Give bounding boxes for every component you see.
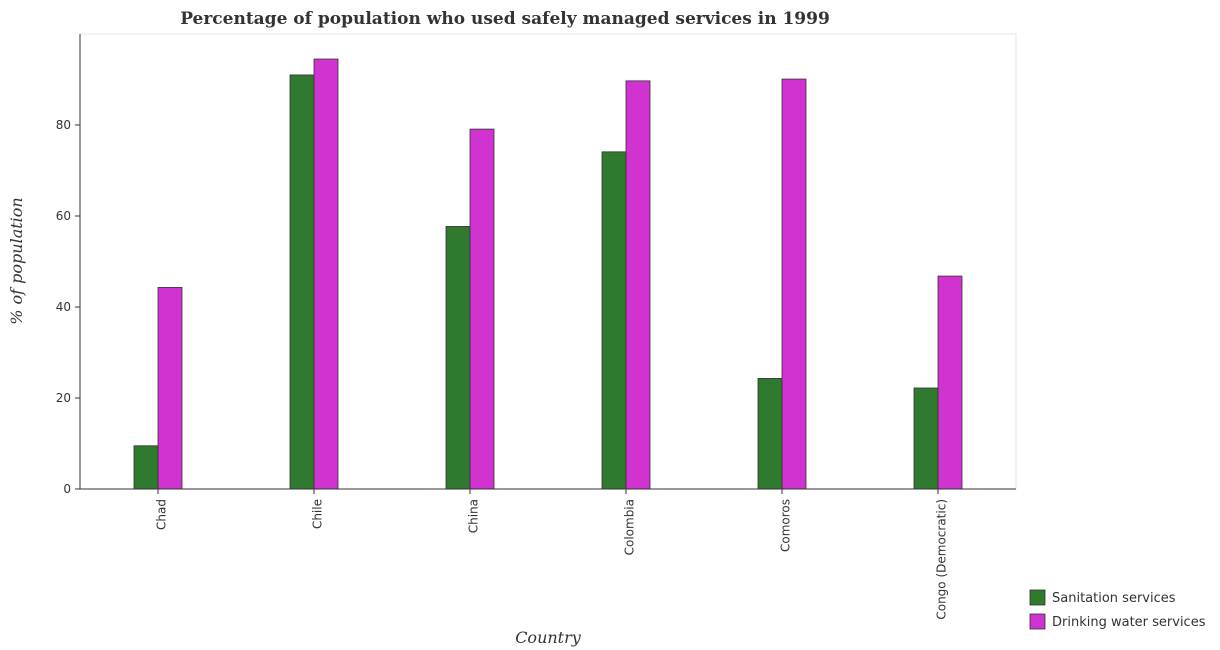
bar-drinking-water-comoros [781,78,807,490]
x-tick-label: Comoros [779,499,793,552]
legend-swatch-sanitation [1029,589,1046,606]
x-tick-label: Congo (Democratic) [935,499,949,620]
legend-swatch-drinking-water [1029,613,1046,630]
bar-sanitation-comoros [757,378,783,490]
bar-sanitation-congo-democratic [913,387,939,490]
y-axis-title: % of population [7,197,26,325]
x-axis: Chad Chile China Colombia Comoros Congo (Demo… [80,488,1016,620]
y-tick-label: 40 [56,300,71,314]
x-tick-label: China [467,499,481,533]
bar-drinking-water-chile [313,58,339,490]
plot-area [79,33,1017,490]
y-tick-label: 60 [56,209,71,223]
bars [133,58,963,490]
bar-sanitation-china [445,226,471,490]
bar-sanitation-chile [289,74,315,490]
y-tick-label: 20 [56,391,71,405]
x-tick-label: Chad [155,499,169,530]
chart-title: Percentage of population who used safely… [180,9,830,29]
legend-label-sanitation: Sanitation services [1052,591,1176,606]
bar-sanitation-chad [133,445,159,490]
y-tick-label: 0 [63,482,71,496]
y-axis: 0 20 40 60 80 [56,34,81,496]
y-tick-label: 80 [56,118,71,132]
bar-drinking-water-colombia [625,80,651,490]
legend-label-drinking-water: Drinking water services [1052,615,1206,630]
legend: Sanitation services Drinking water servi… [1029,589,1206,630]
x-axis-title: Country [515,628,582,647]
bar-drinking-water-chad [157,287,183,490]
bar-drinking-water-congo-democratic [937,275,963,490]
x-tick-label: Colombia [623,499,637,555]
x-tick-label: Chile [311,499,325,529]
bar-drinking-water-china [469,128,495,490]
bar-sanitation-colombia [601,151,627,490]
